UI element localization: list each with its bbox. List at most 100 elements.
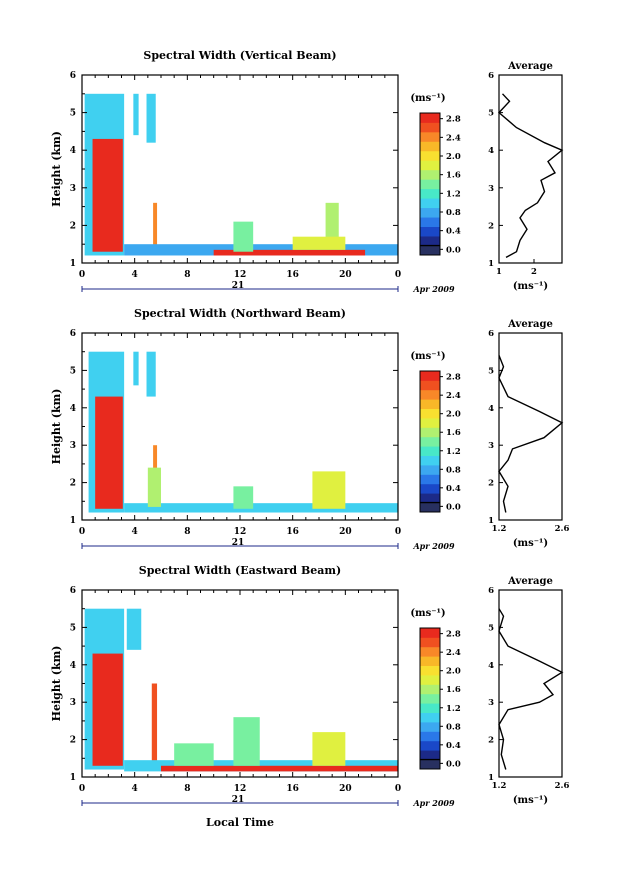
heatmap-cell-6 — [174, 743, 214, 766]
average-x-tick-label: 2 — [531, 267, 537, 277]
y-axis-label: Height (km) — [50, 131, 63, 207]
x-tick-label: 12 — [234, 784, 247, 794]
y-axis-label: Height (km) — [50, 646, 63, 722]
date-label: 21 — [232, 538, 245, 548]
heatmap-cell-2 — [126, 608, 142, 650]
x-tick-label: 16 — [286, 270, 299, 280]
heatmap-cell-9 — [292, 236, 346, 250]
heatmap-cell-7 — [233, 717, 260, 766]
average-frame — [498, 332, 563, 521]
colorbar-swatch-12 — [420, 389, 440, 400]
colorbar-swatch-13 — [420, 380, 440, 391]
x-tick-label: 4 — [132, 527, 138, 537]
average-y-tick-label: 6 — [488, 329, 494, 339]
panel-title: Spectral Width (Northward Beam) — [134, 307, 346, 320]
colorbar-swatch-6 — [420, 188, 440, 199]
average-y-tick-label: 4 — [488, 146, 494, 156]
colorbar-tick-label: 0.4 — [446, 227, 461, 237]
colorbar-tick-label: 1.6 — [446, 171, 461, 181]
colorbar-tick-label: 2.8 — [446, 630, 461, 640]
colorbar-unit: (ms⁻¹) — [410, 351, 445, 362]
average-y-tick-label: 6 — [488, 71, 494, 81]
average-panel: Average 1 2 3 4 5 6 1.2 2.6 (ms⁻¹) — [488, 319, 569, 549]
colorbar-tick-label: 2.4 — [446, 648, 461, 658]
heatmap-cell-3 — [151, 683, 158, 766]
heatmap-cell-2 — [133, 93, 139, 136]
x-tick-label: 20 — [339, 784, 352, 794]
average-y-tick-label: 3 — [488, 441, 494, 451]
colorbar-swatch-3 — [420, 217, 440, 227]
colorbar-swatch-0 — [420, 759, 440, 770]
x-tick-label: 20 — [339, 270, 352, 280]
colorbar: (ms⁻¹) 0.0 0.4 0.8 1.2 1.6 2.0 2.4 2.8 — [410, 93, 461, 256]
heatmap-cell-7 — [233, 221, 254, 252]
colorbar-swatch-4 — [420, 722, 440, 732]
y-tick-label: 5 — [70, 109, 76, 119]
heatmap-cell-1 — [92, 138, 123, 252]
colorbar-tick-label: 1.6 — [446, 428, 461, 438]
colorbar-swatch-5 — [420, 198, 440, 209]
colorbar-swatch-7 — [420, 436, 440, 447]
colorbar-swatch-6 — [420, 703, 440, 713]
colorbar: (ms⁻¹) 0.0 0.4 0.8 1.2 1.6 2.0 2.4 2.8 — [410, 608, 461, 770]
colorbar-tick-label: 0.8 — [446, 465, 461, 475]
average-unit: (ms⁻¹) — [513, 281, 548, 292]
average-x-tick-label: 1 — [496, 267, 502, 277]
average-y-tick-label: 2 — [488, 479, 494, 489]
average-y-tick-label: 3 — [488, 184, 494, 194]
average-title: Average — [507, 61, 553, 72]
colorbar-tick-label: 1.2 — [446, 189, 461, 199]
average-profile-line — [497, 93, 564, 259]
x-tick-label: 12 — [234, 527, 247, 537]
colorbar-swatch-0 — [420, 502, 440, 513]
heatmap-cell-8 — [312, 471, 346, 509]
colorbar-tick-label: 0.8 — [446, 722, 461, 732]
y-tick-label: 2 — [70, 736, 76, 746]
y-tick-label: 5 — [70, 623, 76, 633]
colorbar-swatch-5 — [420, 712, 440, 723]
colorbar-swatch-10 — [420, 408, 440, 419]
average-y-tick-label: 3 — [488, 698, 494, 708]
x-tick-label: 8 — [184, 784, 190, 794]
x-tick-label: 0 — [395, 270, 401, 280]
x-tick-label: 0 — [79, 270, 85, 280]
colorbar-swatch-13 — [420, 122, 440, 133]
colorbar-swatch-6 — [420, 446, 440, 456]
y-tick-label: 2 — [70, 221, 76, 231]
colorbar-swatch-14 — [420, 113, 440, 123]
date-label: 21 — [232, 281, 245, 291]
colorbar-swatch-14 — [420, 371, 440, 381]
y-tick-label: 5 — [70, 366, 76, 376]
y-tick-label: 2 — [70, 479, 76, 489]
x-tick-label: 12 — [234, 270, 247, 280]
colorbar-swatch-1 — [420, 236, 440, 246]
y-tick-label: 6 — [70, 71, 76, 81]
y-tick-label: 6 — [70, 586, 76, 596]
panel-title: Spectral Width (Eastward Beam) — [139, 564, 341, 577]
average-y-tick-label: 2 — [488, 221, 494, 231]
average-unit: (ms⁻¹) — [513, 538, 548, 549]
average-panel: Average 1 2 3 4 5 6 1 2 (ms⁻¹) — [488, 61, 564, 292]
heatmap-data — [84, 93, 398, 256]
colorbar-swatch-14 — [420, 628, 440, 638]
y-tick-label: 4 — [70, 146, 76, 156]
colorbar-frame — [419, 627, 441, 770]
colorbar-swatch-0 — [420, 245, 440, 256]
colorbar-swatch-11 — [420, 656, 440, 666]
average-frame — [498, 589, 563, 778]
heatmap-data — [84, 608, 398, 772]
average-title: Average — [507, 319, 553, 330]
colorbar-swatch-10 — [420, 665, 440, 676]
colorbar-swatch-9 — [420, 160, 440, 171]
colorbar-swatch-7 — [420, 693, 440, 704]
y-tick-label: 3 — [70, 184, 76, 194]
average-y-tick-label: 5 — [488, 109, 494, 119]
month-label: Apr 2009 — [412, 798, 455, 808]
colorbar-tick-label: 2.4 — [446, 133, 461, 143]
heatmap-cell-8 — [312, 732, 346, 766]
average-panel: Average 1 2 3 4 5 6 1.2 2.6 (ms⁻¹) — [488, 576, 569, 806]
heatmap-cell-7 — [233, 486, 254, 509]
colorbar-swatch-3 — [420, 474, 440, 485]
average-profile-line — [498, 355, 564, 513]
